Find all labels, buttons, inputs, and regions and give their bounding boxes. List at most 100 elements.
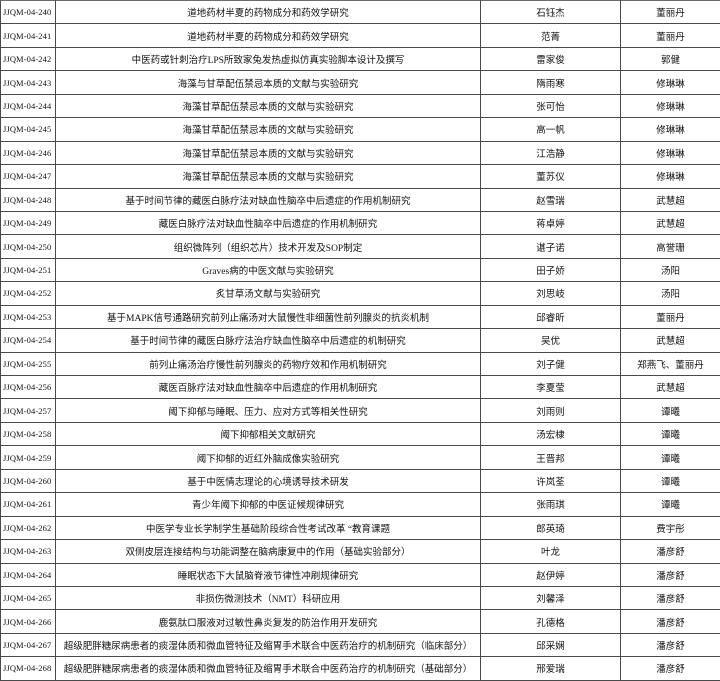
project-title-cell: 非损伤微测技术（NMT）科研应用: [56, 586, 481, 609]
student-name-cell: 蒋卓婷: [481, 211, 621, 234]
student-name-cell: 范菁: [481, 24, 621, 47]
project-id-cell: JJQM-04-250: [1, 235, 56, 258]
project-title-cell: 道地药材半夏的药物成分和药效学研究: [56, 1, 481, 24]
project-id-cell: JJQM-04-261: [1, 493, 56, 516]
student-name-cell: 张可怡: [481, 94, 621, 117]
project-title-cell: 海藻甘草配伍禁忌本质的文献与实验研究: [56, 141, 481, 164]
advisor-name-cell: 武慧超: [621, 188, 720, 211]
project-id-cell: JJQM-04-265: [1, 586, 56, 609]
project-id-cell: JJQM-04-253: [1, 305, 56, 328]
student-name-cell: 董苏仪: [481, 165, 621, 188]
project-title-cell: 藏医百脉疗法对缺血性脑卒中后遗症的作用机制研究: [56, 376, 481, 399]
advisor-name-cell: 费宇彤: [621, 516, 720, 539]
project-title-cell: 道地药材半夏的药物成分和药效学研究: [56, 24, 481, 47]
project-title-cell: 组织微阵列（组织芯片）技术开发及SOP制定: [56, 235, 481, 258]
project-id-cell: JJQM-04-259: [1, 446, 56, 469]
project-id-cell: JJQM-04-268: [1, 657, 56, 680]
student-name-cell: 谌子诺: [481, 235, 621, 258]
advisor-name-cell: 潘彦舒: [621, 563, 720, 586]
project-id-cell: JJQM-04-252: [1, 282, 56, 305]
project-id-cell: JJQM-04-245: [1, 118, 56, 141]
advisor-name-cell: 潘彦舒: [621, 540, 720, 563]
advisor-name-cell: 修琳琳: [621, 94, 720, 117]
project-id-cell: JJQM-04-249: [1, 211, 56, 234]
advisor-name-cell: 武慧超: [621, 329, 720, 352]
student-name-cell: 田子娇: [481, 258, 621, 281]
advisor-name-cell: 郭健: [621, 47, 720, 70]
student-name-cell: 吴优: [481, 329, 621, 352]
project-id-cell: JJQM-04-251: [1, 258, 56, 281]
project-id-cell: JJQM-04-244: [1, 94, 56, 117]
advisor-name-cell: 郑燕飞、董丽丹: [621, 352, 720, 375]
project-id-cell: JJQM-04-246: [1, 141, 56, 164]
project-id-cell: JJQM-04-241: [1, 24, 56, 47]
student-name-cell: 邱采娴: [481, 633, 621, 656]
student-name-cell: 刘馨泽: [481, 586, 621, 609]
project-id-cell: JJQM-04-264: [1, 563, 56, 586]
advisor-name-cell: 谭曦: [621, 493, 720, 516]
advisor-name-cell: 董丽丹: [621, 305, 720, 328]
advisor-name-cell: 潘彦舒: [621, 586, 720, 609]
project-title-cell: 前列止痛汤治疗慢性前列腺炎的药物疗效和作用机制研究: [56, 352, 481, 375]
project-title-cell: 海藻甘草配伍禁忌本质的文献与实验研究: [56, 165, 481, 188]
project-id-cell: JJQM-04-254: [1, 329, 56, 352]
advisor-name-cell: 潘彦舒: [621, 610, 720, 633]
project-title-cell: 鹿氨肽口服液对过敏性鼻炎复发的防治作用开发研究: [56, 610, 481, 633]
advisor-name-cell: 修琳琳: [621, 71, 720, 94]
project-id-cell: JJQM-04-262: [1, 516, 56, 539]
project-id-cell: JJQM-04-240: [1, 1, 56, 24]
advisor-name-cell: 董丽丹: [621, 24, 720, 47]
project-title-cell: 阈下抑郁与睡眠、压力、应对方式等相关性研究: [56, 399, 481, 422]
student-name-cell: 高一帆: [481, 118, 621, 141]
advisor-name-cell: 高誉珊: [621, 235, 720, 258]
project-title-cell: 基于时间节律的藏医白脉疗法治疗缺血性脑卒中后遗症的机制研究: [56, 329, 481, 352]
advisor-name-cell: 汤阳: [621, 258, 720, 281]
student-name-cell: 汤宏棣: [481, 422, 621, 445]
student-name-cell: 赵雪瑞: [481, 188, 621, 211]
project-id-cell: JJQM-04-255: [1, 352, 56, 375]
advisor-name-cell: 修琳琳: [621, 165, 720, 188]
project-id-cell: JJQM-04-258: [1, 422, 56, 445]
student-name-cell: 刘子健: [481, 352, 621, 375]
project-title-cell: 海藻甘草配伍禁忌本质的文献与实验研究: [56, 118, 481, 141]
student-name-cell: 郎英琦: [481, 516, 621, 539]
student-name-cell: 叶龙: [481, 540, 621, 563]
student-name-cell: 孔德格: [481, 610, 621, 633]
project-title-cell: 睡眠状态下大鼠脑脊液节律性冲刷规律研究: [56, 563, 481, 586]
advisor-name-cell: 谭曦: [621, 469, 720, 492]
project-title-cell: 超级肥胖糖尿病患者的痰湿体质和微血管特征及缩胃手术联合中医药治疗的机制研究（基础…: [56, 657, 481, 680]
project-id-cell: JJQM-04-247: [1, 165, 56, 188]
project-id-cell: JJQM-04-248: [1, 188, 56, 211]
project-id-cell: JJQM-04-266: [1, 610, 56, 633]
advisor-name-cell: 董丽丹: [621, 1, 720, 24]
student-name-cell: 江浩静: [481, 141, 621, 164]
student-name-cell: 邢爱瑞: [481, 657, 621, 680]
advisor-name-cell: 汤阳: [621, 282, 720, 305]
student-name-cell: 李夏莹: [481, 376, 621, 399]
project-id-cell: JJQM-04-263: [1, 540, 56, 563]
project-title-cell: 双侧皮层连接结构与功能调整在脑病康复中的作用（基础实验部分）: [56, 540, 481, 563]
project-title-cell: 基于中医情志理论的心境诱导技术研发: [56, 469, 481, 492]
